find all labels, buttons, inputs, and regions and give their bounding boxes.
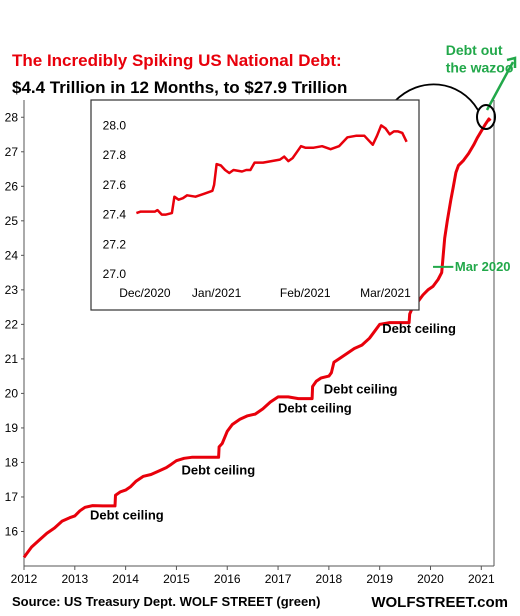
y-tick-label: 19 bbox=[5, 421, 19, 435]
inset-y-tick-label: 27.2 bbox=[103, 237, 127, 251]
inset-y-tick-label: 28.0 bbox=[103, 118, 127, 132]
x-tick-label: 2018 bbox=[316, 572, 343, 586]
chart-annotation: Debt ceiling bbox=[382, 321, 456, 336]
inset-x-tick-label: Mar/2021 bbox=[360, 286, 411, 300]
y-tick-label: 20 bbox=[5, 386, 19, 400]
inset-y-tick-label: 27.0 bbox=[103, 267, 127, 281]
x-tick-label: 2016 bbox=[214, 572, 241, 586]
footer-source: Source: US Treasury Dept. WOLF STREET (g… bbox=[12, 594, 320, 609]
y-tick-label: 25 bbox=[5, 214, 19, 228]
y-tick-label: 16 bbox=[5, 524, 19, 538]
x-tick-label: 2012 bbox=[11, 572, 38, 586]
wazoo-arrow-head bbox=[506, 56, 517, 68]
x-tick-label: 2015 bbox=[163, 572, 190, 586]
x-tick-label: 2017 bbox=[265, 572, 292, 586]
x-tick-label: 2019 bbox=[366, 572, 393, 586]
inset-x-tick-label: Feb/2021 bbox=[280, 286, 331, 300]
y-tick-label: 28 bbox=[5, 110, 19, 124]
main-axes bbox=[23, 100, 495, 567]
y-tick-label: 21 bbox=[5, 352, 19, 366]
inset-panel bbox=[90, 99, 420, 311]
chart-annotation: Debt out bbox=[446, 42, 503, 58]
inset-series-line bbox=[135, 124, 408, 216]
x-tick-label: 2020 bbox=[417, 572, 444, 586]
y-tick-label: 24 bbox=[5, 248, 19, 262]
footer-brand: WOLFSTREET.com bbox=[371, 594, 508, 611]
inset-y-tick-label: 27.4 bbox=[103, 208, 127, 222]
inset-x-tick-label: Jan/2021 bbox=[192, 286, 242, 300]
y-tick-label: 18 bbox=[5, 455, 19, 469]
wazoo-arrow bbox=[485, 61, 515, 111]
inset-connector bbox=[393, 83, 479, 111]
main-annotations: Debt ceiling Debt ceiling Debt ceiling Debt… bbox=[90, 42, 513, 522]
x-tick-label: 2021 bbox=[468, 572, 495, 586]
y-tick-label: 17 bbox=[5, 490, 19, 504]
chart-annotation: the wazoo bbox=[446, 59, 514, 75]
y-tick-label: 23 bbox=[5, 283, 19, 297]
chart-annotation: Debt ceiling bbox=[182, 463, 256, 478]
y-tick-label: 22 bbox=[5, 317, 19, 331]
highlight-circle bbox=[476, 104, 496, 130]
chart-annotation: Debt ceiling bbox=[324, 381, 398, 396]
x-tick-label: 2014 bbox=[112, 572, 139, 586]
chart-annotation: Mar 2020 bbox=[455, 259, 511, 274]
inset-y-tick-label: 27.8 bbox=[103, 148, 127, 162]
inset-tick-labels: 27.0 27.2 27.4 27.6 27.8 28.0 Dec/2020 Jan/2021… bbox=[103, 118, 411, 300]
x-tick-label: 2013 bbox=[61, 572, 88, 586]
inset-y-tick-label: 27.6 bbox=[103, 178, 127, 192]
y-tick-label: 27 bbox=[5, 145, 19, 159]
chart-title-line2: $4.4 Trillion in 12 Months, to $27.9 Tri… bbox=[12, 78, 347, 97]
y-tick-label: 26 bbox=[5, 179, 19, 193]
chart-annotation: Debt ceiling bbox=[90, 507, 164, 522]
chart-annotation: Debt ceiling bbox=[278, 400, 352, 415]
inset-x-tick-label: Dec/2020 bbox=[119, 286, 171, 300]
chart-title-line1: The Incredibly Spiking US National Debt: bbox=[12, 51, 342, 70]
